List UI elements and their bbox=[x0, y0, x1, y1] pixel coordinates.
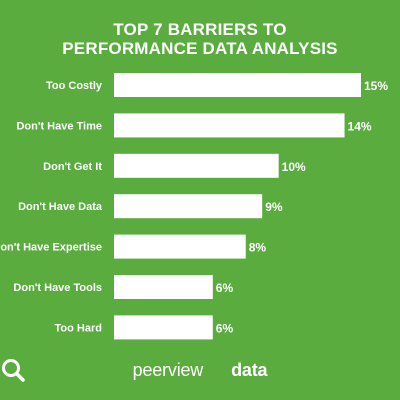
magnifier-icon bbox=[2, 357, 230, 383]
bar bbox=[114, 234, 246, 259]
brand-logo: peerview data bbox=[0, 357, 400, 383]
value-label: 14% bbox=[348, 119, 372, 133]
bar bbox=[114, 153, 279, 178]
value-label: 9% bbox=[265, 200, 283, 214]
bar bbox=[114, 315, 213, 340]
chart-title: TOP 7 BARRIERS TO PERFORMANCE DATA ANALY… bbox=[0, 20, 400, 58]
value-label: 15% bbox=[364, 79, 388, 93]
category-label: Don't Have Time bbox=[16, 120, 102, 132]
brand-name-right: data bbox=[231, 359, 268, 380]
bar bbox=[114, 194, 263, 219]
value-label: 6% bbox=[216, 321, 234, 335]
category-label: Too Hard bbox=[55, 322, 102, 334]
value-label: 6% bbox=[216, 281, 234, 295]
bar bbox=[114, 275, 213, 299]
value-label: 8% bbox=[249, 241, 267, 255]
category-label: Too Costly bbox=[46, 80, 103, 92]
chart-title-line-1: TOP 7 BARRIERS TO bbox=[113, 20, 287, 39]
category-label: Don't Have Data bbox=[18, 201, 103, 213]
brand-name-left: peerview bbox=[132, 359, 204, 380]
category-label: Don't Have Expertise bbox=[0, 242, 102, 254]
category-label: Don't Get It bbox=[43, 161, 102, 173]
category-label: Don't Have Tools bbox=[13, 282, 102, 294]
bar bbox=[114, 113, 345, 138]
value-label: 10% bbox=[282, 160, 306, 174]
bar bbox=[114, 73, 361, 97]
chart-title-line-2: PERFORMANCE DATA ANALYSIS bbox=[62, 39, 338, 58]
